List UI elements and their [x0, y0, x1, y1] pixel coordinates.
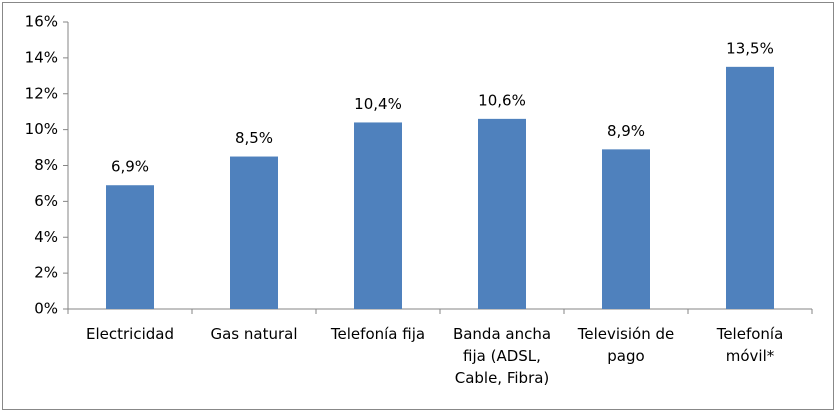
bar — [354, 122, 402, 309]
data-label: 10,6% — [478, 91, 526, 109]
y-tick-label: 2% — [34, 264, 58, 282]
y-tick-label: 4% — [34, 228, 58, 246]
bar — [230, 156, 278, 309]
y-tick-label: 12% — [25, 84, 58, 102]
y-tick-label: 14% — [25, 48, 58, 66]
x-tick-label: Gas natural — [210, 325, 298, 343]
bar — [106, 185, 154, 309]
chart-frame — [2, 2, 834, 410]
y-tick-label: 16% — [25, 13, 58, 31]
y-tick-label: 6% — [34, 192, 58, 210]
y-tick-label: 0% — [34, 300, 58, 318]
bar — [602, 149, 650, 309]
bar — [478, 118, 526, 309]
data-label: 10,4% — [354, 95, 402, 113]
data-label: 13,5% — [726, 39, 774, 57]
x-tick-label: Telefonía móvil* — [716, 325, 784, 365]
data-label: 8,9% — [607, 122, 645, 140]
x-tick-label: Banda ancha fija (ADSL, Cable, Fibra) — [452, 325, 552, 387]
x-tick-label: Telefonía fija — [330, 325, 426, 343]
bar — [726, 66, 774, 309]
data-label: 8,5% — [235, 129, 273, 147]
y-tick-label: 10% — [25, 120, 58, 138]
data-label: 6,9% — [111, 158, 149, 176]
y-tick-label: 8% — [34, 156, 58, 174]
x-tick-label: Electricidad — [86, 325, 174, 343]
x-tick-label: Televisión de pago — [577, 325, 675, 365]
